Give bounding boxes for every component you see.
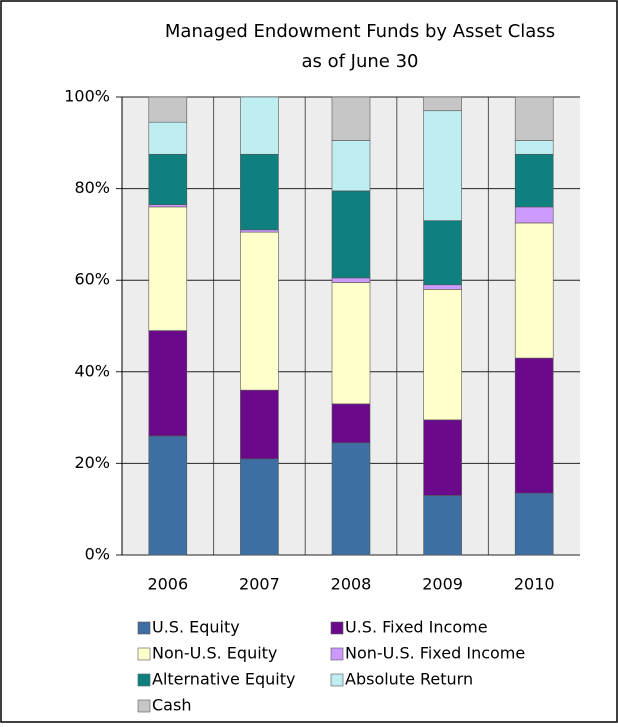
y-tick-label: 100% [64, 87, 110, 106]
bar-segment [514, 206, 554, 224]
bar-segment [148, 96, 188, 123]
bar-segment [148, 206, 188, 331]
y-tick-label: 40% [74, 361, 110, 380]
bar-segment [331, 403, 371, 444]
x-tick-label: 2009 [422, 575, 463, 594]
y-tick-label: 60% [74, 270, 110, 289]
legend-label: Alternative Equity [152, 670, 295, 689]
legend-swatch [137, 647, 151, 661]
bar-segment [240, 96, 279, 155]
chart-title: Managed Endowment Funds by Asset Class [165, 21, 555, 42]
bar-segment [148, 435, 188, 556]
bar-segment [331, 96, 371, 141]
bar-segment [331, 277, 371, 283]
bar-segment [240, 458, 279, 556]
y-tick-label: 20% [74, 453, 110, 472]
bar-segment [331, 442, 371, 556]
bar-segment [240, 153, 279, 231]
bar-segment [514, 153, 554, 208]
bar-segment [514, 222, 554, 359]
bar-segment [514, 96, 554, 141]
x-tick-label: 2010 [514, 575, 555, 594]
legend-label: Non-U.S. Equity [152, 644, 277, 663]
legend-swatch [137, 673, 151, 687]
legend-swatch [137, 621, 151, 635]
bar-segment [148, 153, 188, 205]
legend-swatch [330, 647, 344, 661]
bar-segment [331, 140, 371, 192]
bar-segment [514, 357, 554, 494]
legend-label: U.S. Equity [152, 618, 240, 637]
legend-label: U.S. Fixed Income [345, 618, 488, 637]
x-tick-label: 2008 [331, 575, 372, 594]
bar-segment [514, 492, 554, 556]
bar-segment [423, 284, 462, 290]
x-tick-label: 2006 [147, 575, 188, 594]
y-tick-label: 0% [85, 545, 110, 564]
bar-segment [240, 389, 279, 460]
legend-swatch [137, 699, 151, 713]
bar-segment [240, 231, 279, 391]
bar-segment [148, 330, 188, 437]
bar-segment [514, 140, 554, 155]
legend-swatch [330, 673, 344, 687]
chart-subtitle: as of June 30 [301, 51, 418, 72]
bar-segment [423, 96, 462, 112]
bar-segment [331, 282, 371, 405]
bar-segment [148, 121, 188, 155]
bar-segment [331, 190, 371, 279]
legend-swatch [330, 621, 344, 635]
bar-segment [423, 495, 462, 556]
x-tick-label: 2007 [239, 575, 280, 594]
bar-segment [240, 229, 279, 233]
y-tick-label: 80% [74, 178, 110, 197]
bar-segment [423, 419, 462, 496]
legend-label: Cash [152, 696, 191, 715]
bar-segment [423, 289, 462, 421]
legend-label: Non-U.S. Fixed Income [345, 644, 525, 663]
bar-segment [423, 220, 462, 286]
legend-label: Absolute Return [345, 670, 473, 689]
bar-segment [423, 110, 462, 221]
bar-segment [148, 204, 188, 208]
